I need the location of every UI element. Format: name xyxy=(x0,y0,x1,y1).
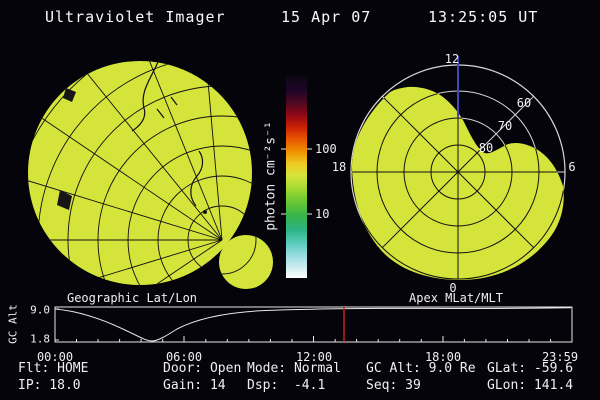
gc-alt-ymin: 1.8 xyxy=(30,332,50,346)
gc-alt-ylabel: GC Alt xyxy=(6,304,20,344)
colorbar-tick-10: 10 xyxy=(315,207,330,221)
status-mode: Mode: Normal xyxy=(247,361,341,376)
colorbar-units-label: photon cm⁻²s⁻¹ xyxy=(263,121,279,231)
xtick-2359: 23:59 xyxy=(541,350,579,364)
gc-alt-chart xyxy=(54,306,573,343)
apex-caption: Apex MLat/MLT xyxy=(409,291,503,305)
xtick-1800: 18:00 xyxy=(424,350,462,364)
status-flt: Flt: HOME xyxy=(18,361,89,376)
mlt-label-6: 6 xyxy=(568,160,576,174)
mlat-label-80: 80 xyxy=(478,141,494,155)
status-door: Door: Open xyxy=(163,361,242,376)
header-time: 13:25:05 UT xyxy=(428,8,539,26)
header-date: 15 Apr 07 xyxy=(281,8,372,26)
xtick-0000: 00:00 xyxy=(36,350,74,364)
status-gc-alt: GC Alt: 9.0 Re xyxy=(366,361,476,376)
status-glat: GLat: -59.6 xyxy=(487,361,574,376)
coastline-paths xyxy=(57,61,207,214)
gc-alt-ymax: 9.0 xyxy=(30,303,50,317)
colorbar-ticks xyxy=(281,148,312,215)
mlat-label-70: 70 xyxy=(497,119,513,133)
colorbar xyxy=(281,76,312,278)
apex-image xyxy=(350,56,566,281)
xtick-0600: 06:00 xyxy=(165,350,203,364)
geographic-grid xyxy=(28,61,273,289)
status-seq: Seq: 39 xyxy=(366,378,421,393)
mlt-label-0: 0 xyxy=(449,281,457,295)
status-gain: Gain: 14 xyxy=(163,378,226,393)
gc-alt-axis-ticks xyxy=(55,308,552,342)
geographic-image xyxy=(28,61,273,289)
geographic-caption: Geographic Lat/Lon xyxy=(66,291,198,305)
xtick-1200: 12:00 xyxy=(295,350,333,364)
colorbar-tick-100: 100 xyxy=(315,142,337,156)
mlt-label-18: 18 xyxy=(331,160,347,174)
mlat-label-60: 60 xyxy=(516,96,532,110)
app-title: Ultraviolet Imager xyxy=(45,8,226,26)
mlt-label-12: 12 xyxy=(444,52,460,66)
gc-alt-curve xyxy=(54,307,572,342)
status-dsp: Dsp: -4.1 xyxy=(247,378,326,393)
status-glon: GLon: 141.4 xyxy=(487,378,574,393)
status-ip: IP: 18.0 xyxy=(18,378,81,393)
